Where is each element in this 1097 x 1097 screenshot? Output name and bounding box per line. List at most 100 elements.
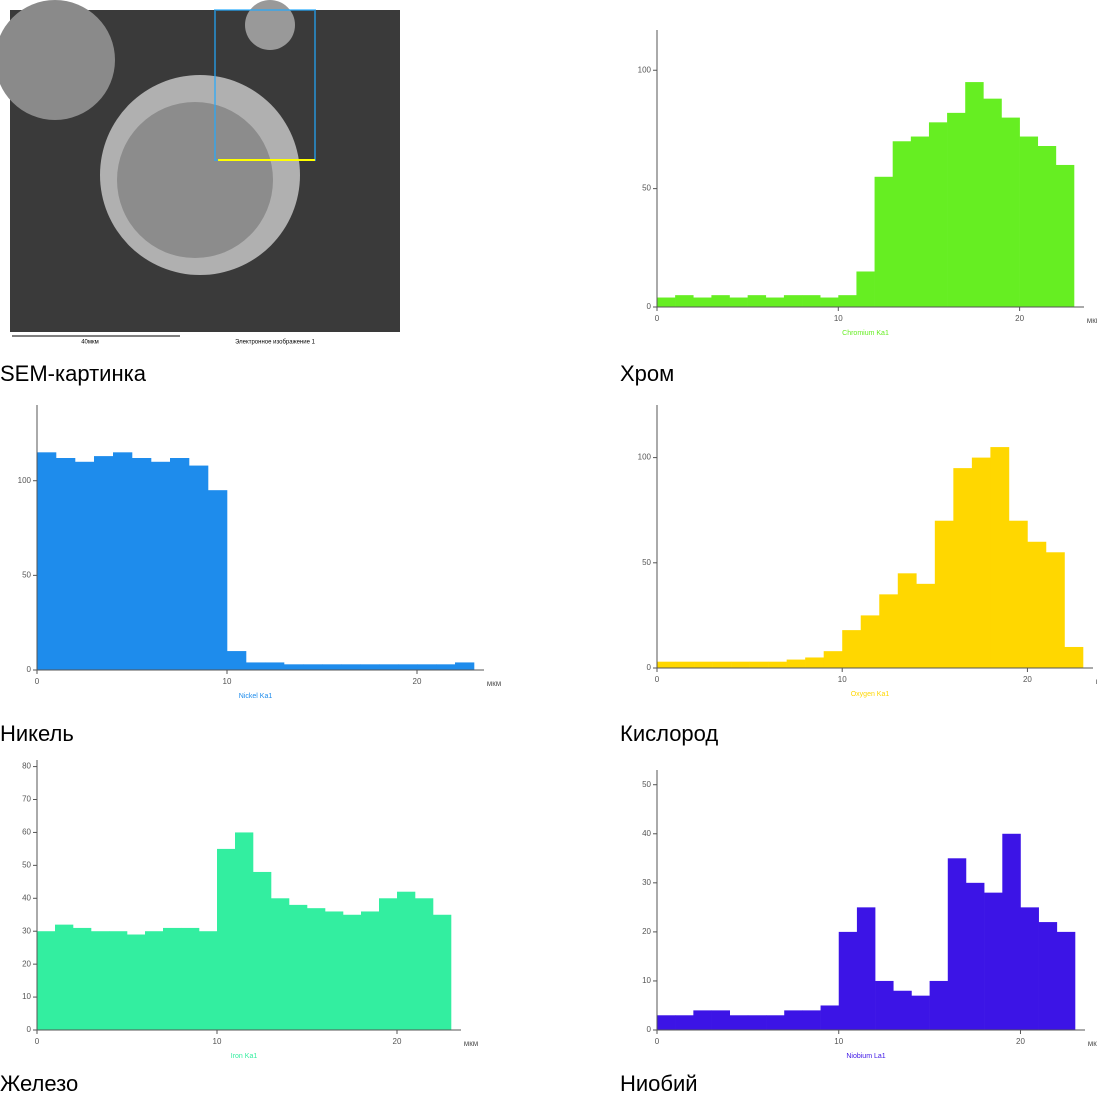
bar xyxy=(284,664,304,670)
bar xyxy=(990,447,1010,668)
x-tick-label: 20 xyxy=(1016,1037,1025,1046)
legend-label: Chromium Ka1 xyxy=(842,330,889,337)
bar xyxy=(838,931,858,1030)
bar xyxy=(253,871,272,1030)
bar xyxy=(91,931,110,1030)
y-tick-label: 60 xyxy=(22,828,31,837)
chart: 0 10 20 30 40 50 60 70 80 0 10 20 мкм Iron Ka1 Железо xyxy=(0,760,478,1096)
bar xyxy=(151,461,171,670)
bar xyxy=(1064,646,1084,668)
bar xyxy=(928,122,948,307)
x-tick-label: 0 xyxy=(35,677,40,686)
bar xyxy=(712,661,732,668)
y-tick-label: 0 xyxy=(647,1025,652,1034)
bar xyxy=(170,458,190,670)
bar xyxy=(657,661,676,668)
bar xyxy=(433,914,452,1030)
bar xyxy=(784,1010,803,1030)
bar xyxy=(217,848,236,1030)
bar xyxy=(965,82,984,307)
bar xyxy=(983,98,1002,308)
y-tick-label: 100 xyxy=(638,65,652,74)
x-tick-label: 20 xyxy=(1015,314,1024,323)
x-tick-label: 10 xyxy=(213,1037,222,1046)
bar xyxy=(675,295,694,307)
y-tick-label: 0 xyxy=(647,302,652,311)
bar xyxy=(953,468,973,668)
bar xyxy=(875,980,894,1030)
bar xyxy=(916,583,936,668)
bar xyxy=(55,924,74,1030)
y-tick-label: 30 xyxy=(22,926,31,935)
bar xyxy=(199,931,218,1030)
bar xyxy=(910,136,930,307)
bar xyxy=(1038,922,1058,1030)
bar xyxy=(874,176,893,307)
y-tick-label: 40 xyxy=(642,829,651,838)
bar xyxy=(897,573,917,668)
bar xyxy=(73,927,92,1030)
bar xyxy=(75,461,95,670)
bar xyxy=(766,1015,785,1030)
x-tick-label: 10 xyxy=(223,677,232,686)
bar xyxy=(965,882,985,1030)
bar xyxy=(398,664,418,670)
bar xyxy=(657,297,676,307)
bar xyxy=(1008,520,1028,668)
bar xyxy=(189,465,209,670)
bar xyxy=(360,664,380,670)
bar xyxy=(379,898,398,1030)
sem-footer xyxy=(10,332,400,346)
chart: 0 50 100 0 10 20 мкм Nickel Ka1 Никель xyxy=(0,405,501,746)
chart: 0 50 100 0 10 20 мкм Chromium Ka1 Хром xyxy=(620,30,1097,386)
bar xyxy=(1056,931,1076,1030)
bar xyxy=(303,664,323,670)
y-tick-label: 50 xyxy=(642,184,651,193)
bar xyxy=(246,662,266,670)
bar xyxy=(823,651,843,668)
bar xyxy=(265,662,285,670)
bar xyxy=(747,295,767,307)
legend-label: Niobium La1 xyxy=(846,1053,885,1060)
bar xyxy=(289,904,308,1030)
bar xyxy=(879,594,899,668)
y-tick-label: 10 xyxy=(642,976,651,985)
y-tick-label: 10 xyxy=(22,992,31,1001)
bar xyxy=(235,832,254,1030)
bar xyxy=(947,112,966,307)
caption: Никель xyxy=(0,721,74,746)
bar xyxy=(802,295,821,307)
y-tick-label: 50 xyxy=(22,860,31,869)
bar xyxy=(94,456,114,670)
bar xyxy=(693,1010,712,1030)
bar xyxy=(729,1015,749,1030)
bar xyxy=(675,1015,694,1030)
bar xyxy=(675,661,695,668)
bar xyxy=(37,931,56,1030)
caption: Ниобий xyxy=(620,1071,698,1096)
x-axis-label: мкм xyxy=(1088,1039,1097,1048)
bar xyxy=(768,661,787,668)
bar xyxy=(1002,833,1021,1030)
bar xyxy=(984,892,1003,1030)
bar xyxy=(1020,907,1039,1030)
x-axis-label: мкм xyxy=(464,1039,479,1048)
y-tick-label: 0 xyxy=(27,1025,32,1034)
caption: Хром xyxy=(620,361,674,386)
x-tick-label: 20 xyxy=(413,677,422,686)
bar xyxy=(132,458,152,670)
bar xyxy=(929,980,949,1030)
chart: 0 50 100 0 10 20 мкм Oxygen Ka1 Кислород xyxy=(620,405,1097,746)
bar xyxy=(842,630,862,668)
bar xyxy=(56,458,76,670)
bar xyxy=(802,1010,821,1030)
bar xyxy=(934,520,954,668)
bar xyxy=(417,664,437,670)
bar xyxy=(322,664,342,670)
bar xyxy=(786,659,806,668)
bar xyxy=(693,297,712,307)
bar xyxy=(856,907,876,1030)
bar xyxy=(1001,117,1020,307)
bar xyxy=(783,295,803,307)
bar xyxy=(227,651,247,670)
